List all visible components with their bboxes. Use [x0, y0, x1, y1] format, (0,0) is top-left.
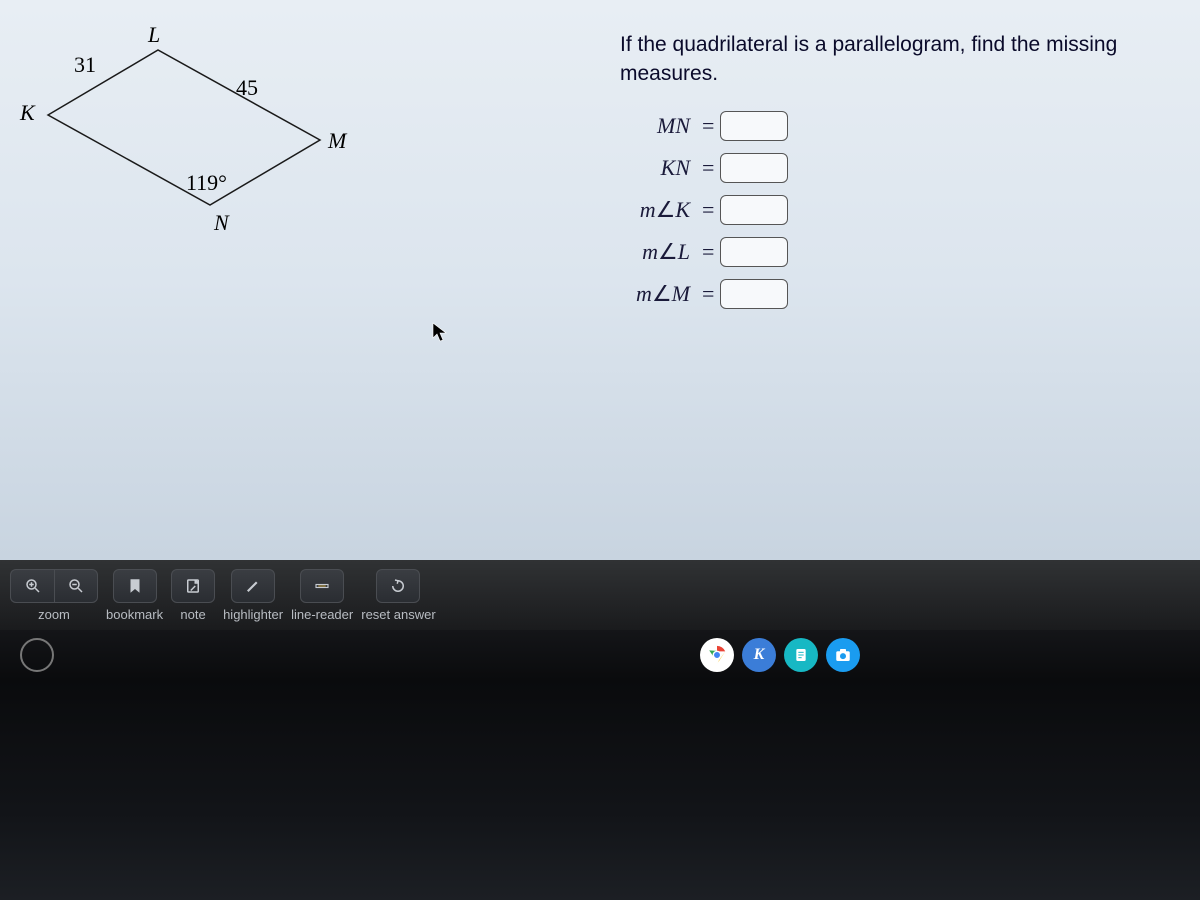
taskbar-pinned-apps: K: [700, 638, 860, 672]
zoom-in-icon: [24, 577, 42, 595]
diagram-panel: K L M N 31 45 119°: [0, 0, 600, 560]
line-reader-icon: [313, 577, 331, 595]
answer-input-angle-k[interactable]: [720, 195, 788, 225]
assessment-toolbar: zoom bookmark note highlighter line-read…: [0, 560, 1200, 630]
taskbar-camera-icon[interactable]: [826, 638, 860, 672]
answer-label-angle-m: m∠M: [620, 281, 690, 307]
answer-row-angle-k: m∠K =: [620, 195, 1180, 225]
answer-label-angle-k: m∠K: [620, 197, 690, 223]
highlighter-tool-group: highlighter: [223, 569, 283, 622]
highlighter-label: highlighter: [223, 607, 283, 622]
vertex-l-label: L: [147, 22, 160, 47]
answer-panel: If the quadrilateral is a parallelogram,…: [600, 0, 1200, 560]
vertex-m-label: M: [327, 128, 348, 153]
zoom-label: zoom: [38, 607, 70, 622]
equals-sign: =: [702, 155, 714, 181]
bookmark-tool-group: bookmark: [106, 569, 163, 622]
equals-sign: =: [702, 197, 714, 223]
taskbar-app-k-icon[interactable]: K: [742, 638, 776, 672]
note-button[interactable]: [171, 569, 215, 603]
line-reader-button[interactable]: [300, 569, 344, 603]
side-lm-label: 45: [236, 75, 258, 100]
highlighter-icon: [244, 577, 262, 595]
equals-sign: =: [702, 281, 714, 307]
equals-sign: =: [702, 113, 714, 139]
answer-row-angle-m: m∠M =: [620, 279, 1180, 309]
note-label: note: [180, 607, 205, 622]
reset-answer-label: reset answer: [361, 607, 435, 622]
line-reader-label: line-reader: [291, 607, 353, 622]
question-content-area: K L M N 31 45 119° If the quadrilateral …: [0, 0, 1200, 560]
vertex-k-label: K: [19, 100, 36, 125]
os-taskbar: K: [0, 630, 1200, 680]
reset-answer-button[interactable]: [376, 569, 420, 603]
answer-label-mn: MN: [620, 113, 690, 139]
parallelogram-diagram: K L M N 31 45 119°: [10, 20, 370, 260]
bookmark-label: bookmark: [106, 607, 163, 622]
zoom-out-button[interactable]: [54, 569, 98, 603]
side-kl-label: 31: [74, 52, 96, 77]
answer-label-angle-l: m∠L: [620, 239, 690, 265]
os-launcher-button[interactable]: [20, 638, 54, 672]
camera-icon: [834, 646, 852, 664]
bookmark-button[interactable]: [113, 569, 157, 603]
question-prompt: If the quadrilateral is a parallelogram,…: [620, 30, 1180, 89]
answer-row-angle-l: m∠L =: [620, 237, 1180, 267]
chrome-icon: [706, 644, 728, 666]
answer-row-mn: MN =: [620, 111, 1180, 141]
answer-input-angle-l[interactable]: [720, 237, 788, 267]
reset-answer-tool-group: reset answer: [361, 569, 435, 622]
zoom-out-icon: [67, 577, 85, 595]
note-tool-group: note: [171, 569, 215, 622]
zoom-tool-group: zoom: [10, 569, 98, 622]
highlighter-button[interactable]: [231, 569, 275, 603]
bookmark-icon: [126, 577, 144, 595]
answer-input-kn[interactable]: [720, 153, 788, 183]
reset-icon: [389, 577, 407, 595]
answer-input-mn[interactable]: [720, 111, 788, 141]
line-reader-tool-group: line-reader: [291, 569, 353, 622]
answer-input-angle-m[interactable]: [720, 279, 788, 309]
zoom-in-button[interactable]: [10, 569, 54, 603]
doc-icon: [793, 647, 809, 663]
answer-label-kn: KN: [620, 155, 690, 181]
vertex-n-label: N: [213, 210, 230, 235]
taskbar-chrome-icon[interactable]: [700, 638, 734, 672]
equals-sign: =: [702, 239, 714, 265]
angle-n-label: 119°: [186, 170, 227, 195]
desk-area: [0, 680, 1200, 900]
taskbar-app-doc-icon[interactable]: [784, 638, 818, 672]
answer-row-kn: KN =: [620, 153, 1180, 183]
note-icon: [184, 577, 202, 595]
